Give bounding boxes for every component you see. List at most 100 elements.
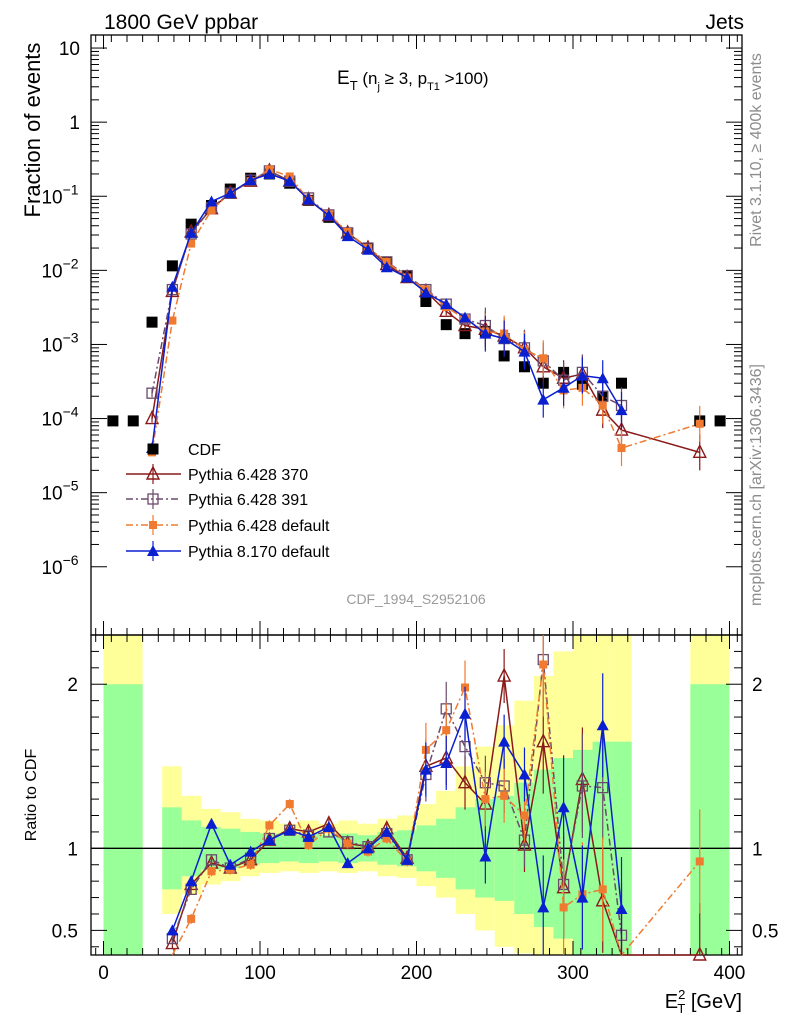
- pythia-6-428-default-ratio-point: [598, 885, 607, 894]
- pythia-8-170-default-point: [185, 226, 198, 238]
- pythia-8-170-default-point: [537, 393, 550, 405]
- cdf-data-point: [146, 316, 158, 328]
- legend-marker-cdf: [147, 443, 159, 455]
- ratio-tick-label-right: 1: [752, 839, 763, 860]
- pythia-8-170-default-point: [440, 298, 453, 310]
- analysis-id: CDF_1994_S2952106: [346, 591, 486, 607]
- pythia-6-428-370-ratio-point: [536, 733, 551, 748]
- pythia-8-170-default-ratio-point: [263, 834, 276, 846]
- pythia-6-428-default-ratio-point: [304, 841, 313, 850]
- pythia-6-428-default-point: [695, 419, 704, 428]
- pythia-8-170-default-point: [283, 175, 296, 187]
- ratio-series: [165, 635, 707, 961]
- uncertainty-bands: [103, 635, 730, 955]
- pythia-6-428-default-ratio-point: [559, 903, 568, 912]
- pythia-8-170-default-ratio-point: [498, 735, 511, 747]
- pythia-8-170-default-point: [322, 209, 335, 221]
- legend-label-pythia-6-428-default: Pythia 6.428 default: [188, 518, 330, 535]
- pythia-8-170-default-point: [380, 261, 393, 273]
- pythia-8-170-default-ratio-point: [224, 858, 237, 870]
- cdf-data-point: [616, 377, 628, 389]
- ratio-tick-label-right: 0.5: [752, 921, 778, 942]
- pythia-8-170-default-ratio-point: [244, 845, 257, 857]
- legend-marker-pythia-8-170-default: [147, 545, 159, 556]
- legend-marker-pythia-6-428-391: [147, 493, 159, 505]
- pythia-8-170-default-point: [401, 271, 414, 283]
- pythia-8-170-default-ratio-point: [302, 830, 315, 842]
- pythia-6-428-default-ratio-point: [246, 860, 255, 869]
- pythia-6-428-default-ratio-point: [265, 821, 274, 830]
- pythia-8-170-default-ratio-point: [557, 801, 570, 813]
- legend-label-pythia-8-170-default: Pythia 8.170 default: [188, 544, 330, 561]
- pythia-8-170-default-ratio-point: [459, 707, 472, 719]
- legend-marker-pythia-6-428-370: [145, 465, 161, 480]
- y-tick-label: 10: [59, 39, 80, 60]
- pythia-8-170-default-ratio-point: [401, 853, 414, 865]
- pythia-8-170-default-point: [166, 280, 179, 292]
- y-axis-title-top: Fraction of events: [20, 43, 45, 218]
- pythia-8-170-default-point: [596, 372, 609, 384]
- cdf-data-point: [107, 415, 119, 427]
- pythia-8-170-default-ratio-point: [615, 903, 628, 915]
- y-axis-title-bottom: Ratio to CDF: [23, 749, 40, 842]
- y-tick-label: 10−1: [41, 181, 78, 208]
- ratio-tick-label-right: 2: [752, 675, 763, 696]
- pythia-6-428-default-point: [617, 444, 626, 453]
- pythia-8-170-default-ratio-point: [380, 825, 393, 837]
- pythia-8-170-default-point: [557, 381, 570, 393]
- legend-marker-pythia-6-428-default: [149, 521, 157, 529]
- pythia-8-170-default-point: [361, 243, 374, 255]
- pythia-6-428-default-ratio-point: [207, 867, 216, 876]
- axes: 0 100 200 300 40010−610−510−410−310−210−1110…: [41, 35, 778, 984]
- cdf-data-point: [714, 415, 726, 427]
- pythia-6-428-default-point: [187, 239, 196, 248]
- pythia-8-170-default-point: [419, 286, 432, 298]
- energy-label: 1800 GeV ppbar: [104, 11, 258, 34]
- legend-label-cdf: CDF: [188, 442, 221, 459]
- x-tick-label: 200: [401, 963, 433, 984]
- pythia-6-428-370-point: [692, 443, 707, 459]
- pythia-8-170-default-line: [151, 173, 623, 449]
- pythia-8-170-default-ratio-point: [322, 821, 335, 832]
- pythia-8-170-default-ratio-point: [479, 850, 492, 862]
- pythia-6-428-391-ratio-point: [205, 854, 218, 866]
- pythia-6-428-391-ratio-point: [576, 780, 589, 792]
- pythia-8-170-default-ratio-point: [283, 824, 296, 836]
- pythia-6-428-default-point: [598, 401, 607, 410]
- pythia-6-428-370-point: [144, 409, 160, 425]
- cdf-data-point: [440, 319, 452, 331]
- pythia-8-170-default-ratio-point: [185, 875, 198, 887]
- pythia-6-428-370-ratio-point: [497, 667, 512, 682]
- x-tick-label: 0: [98, 963, 109, 984]
- rivet-version-label: Rivet 3.1.10, ≥ 400k events: [748, 53, 765, 247]
- pythia-8-170-default-ratio-point: [419, 763, 432, 775]
- pythia-8-170-default-point: [459, 311, 472, 323]
- inner-band-bin: [690, 684, 730, 955]
- inner-band-bin: [103, 684, 143, 955]
- y-tick-label: 10−6: [41, 552, 78, 579]
- pythia-6-428-370-ratio-point: [165, 934, 180, 950]
- plot-title: ET (nj ≥ 3, pT1 >100): [337, 68, 489, 93]
- pythia-8-170-default-point: [518, 345, 531, 357]
- pythia-8-170-default-ratio-point: [518, 768, 531, 780]
- pythia-8-170-default-point: [615, 404, 628, 416]
- y-tick-label: 10−5: [41, 478, 78, 505]
- cdf-data-point: [459, 328, 471, 340]
- y-tick-label: 10−3: [41, 329, 78, 356]
- pythia-8-170-default-point: [576, 369, 589, 381]
- pythia-6-428-default-point: [539, 354, 548, 363]
- pythia-6-428-default-ratio-point: [481, 795, 490, 804]
- legend: CDF Pythia 6.428 370 Pythia 6.428 391 Pythi…: [126, 442, 330, 561]
- pythia-6-428-391-line: [151, 170, 622, 407]
- pythia-6-428-391-point: [146, 387, 158, 399]
- x-tick-label: 100: [244, 963, 276, 984]
- cdf-data-point: [166, 260, 178, 272]
- pythia-8-170-default-point: [498, 332, 511, 344]
- source-label: mcplots.cern.ch [arXiv:1306.3436]: [748, 364, 765, 606]
- x-axis-title: E2 T [GeV]: [665, 987, 742, 1016]
- pythia-6-428-default-ratio-point: [500, 791, 509, 800]
- pythia-6-428-370-ratio-point: [692, 946, 707, 961]
- pythia-6-428-default-ratio-point: [695, 857, 704, 866]
- pythia-6-428-default-ratio-point: [285, 800, 294, 809]
